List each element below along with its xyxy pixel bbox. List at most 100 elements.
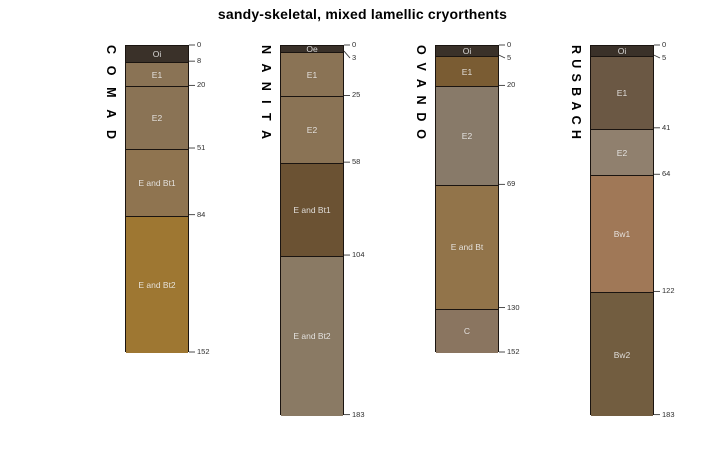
horizon-label: E and Bt1 [138, 177, 176, 188]
horizon-rect: E1 [126, 62, 188, 87]
profile-column-comad: Oi E1 E2 E and Bt1 E and Bt2 [125, 45, 189, 353]
depth-tick-line [653, 54, 661, 59]
profile-id-letter: A [259, 129, 273, 139]
horizon-label: Oi [462, 46, 472, 57]
horizon-rect: Oi [436, 46, 498, 57]
depth-tick-label: 183 [662, 409, 675, 419]
horizon-rect: E and Bt2 [126, 215, 188, 353]
horizon-label: E1 [461, 66, 473, 77]
depth-tick-label: 25 [352, 90, 361, 100]
horizon-label: Oi [152, 49, 162, 60]
horizon-rect: E and Bt2 [281, 256, 343, 416]
depth-tick-label: 3 [352, 53, 357, 62]
depth-tick-label: 84 [197, 209, 206, 219]
profile-id-letter: U [569, 59, 583, 69]
depth-tick-line [343, 50, 351, 59]
profile-column-nanita: Oe E1 E2 E and Bt1 E and Bt2 [280, 44, 344, 416]
depth-tick-label: 0 [352, 40, 357, 49]
horizon-label: E2 [306, 125, 318, 136]
horizon-label: Oi [617, 46, 627, 57]
horizon-label: C [463, 326, 471, 337]
profile-id-letter: C [569, 115, 583, 125]
depth-tick-label: 51 [197, 143, 206, 152]
horizon-rect: E and Bt1 [281, 163, 343, 257]
depth-tick-label: 152 [507, 347, 520, 356]
horizon-label: E and Bt [450, 242, 484, 253]
horizon-rect: E1 [436, 56, 498, 87]
depth-tick-label: 152 [197, 347, 210, 356]
profile-id-letter: H [569, 129, 583, 139]
profile-id-letter: A [569, 101, 583, 111]
horizon-rect: E and Bt [436, 185, 498, 309]
horizon-label: E1 [616, 87, 628, 98]
horizon-label: E and Bt1 [293, 205, 331, 216]
profile-id-letter: R [569, 45, 583, 55]
depth-tick-label: 104 [352, 250, 365, 260]
profile-id-letter: A [104, 109, 118, 119]
profile-id-letter: N [259, 81, 273, 91]
horizon-label: E2 [151, 113, 163, 124]
depth-tick-label: 20 [197, 80, 206, 90]
profile-id-letter: O [414, 129, 428, 139]
profile-column-rusbach: Oi E1 E2 Bw1 Bw2 [590, 45, 654, 416]
depth-tick-label: 0 [197, 40, 202, 49]
horizon-label: E1 [306, 69, 318, 80]
horizon-label: E and Bt2 [138, 279, 176, 290]
horizon-label: E2 [461, 131, 473, 142]
depth-tick-label: 5 [507, 53, 512, 62]
chart-title: sandy-skeletal, mixed lamellic cryorthen… [217, 6, 508, 22]
horizon-rect: E1 [591, 56, 653, 129]
profile-id-letter: T [259, 112, 273, 121]
depth-tick-label: 20 [507, 80, 516, 90]
profile-id-letter: V [414, 62, 428, 71]
profile-id-letter: D [104, 129, 118, 139]
profile-id-letter: I [259, 100, 273, 104]
depth-tick-label: 69 [507, 179, 516, 189]
horizon-rect: E2 [126, 86, 188, 149]
profile-id-letter: C [104, 45, 118, 55]
horizon-rect: Bw2 [591, 292, 653, 416]
horizon-label: Bw1 [613, 229, 631, 240]
depth-tick-label: 122 [662, 286, 675, 296]
horizon-label: E1 [151, 69, 163, 80]
profile-id-letter: B [569, 87, 583, 97]
horizon-label: Bw2 [613, 349, 631, 360]
depth-tick-label: 0 [662, 40, 667, 49]
horizon-label: Oe [306, 44, 318, 55]
profile-column-ovando: Oi E1 E2 E and Bt C [435, 45, 499, 353]
profile-id-letter: D [414, 112, 428, 122]
horizon-label: E and Bt2 [293, 331, 331, 342]
depth-tick-line [498, 54, 506, 59]
profile-id-letter: O [104, 65, 118, 76]
profile-id-letter: N [414, 95, 428, 105]
profile-id-letter: M [104, 87, 118, 98]
profile-id-letter: O [414, 45, 428, 55]
depth-tick-label: 0 [507, 40, 512, 49]
profile-id-letter: S [569, 73, 583, 82]
horizon-label: E2 [616, 147, 628, 158]
profile-id-letter: A [259, 63, 273, 73]
horizon-rect: E and Bt1 [126, 149, 188, 216]
depth-tick-label: 64 [662, 169, 671, 179]
depth-tick-label: 8 [197, 56, 202, 66]
profile-id-letter: N [259, 45, 273, 55]
horizon-rect: E2 [281, 96, 343, 164]
depth-tick-label: 5 [662, 53, 667, 62]
depth-tick-label: 183 [352, 409, 365, 419]
horizon-rect: Oe [281, 44, 343, 55]
depth-tick-label: 130 [507, 302, 520, 312]
horizon-rect: E2 [591, 128, 653, 176]
horizon-rect: E1 [281, 52, 343, 97]
depth-tick-label: 41 [662, 122, 671, 132]
horizon-rect: Oi [126, 46, 188, 63]
horizon-rect: Bw1 [591, 175, 653, 293]
depth-tick-label: 58 [352, 157, 361, 167]
profile-id-letter: A [414, 78, 428, 88]
horizon-rect: C [436, 308, 498, 353]
horizon-rect: Oi [591, 46, 653, 57]
